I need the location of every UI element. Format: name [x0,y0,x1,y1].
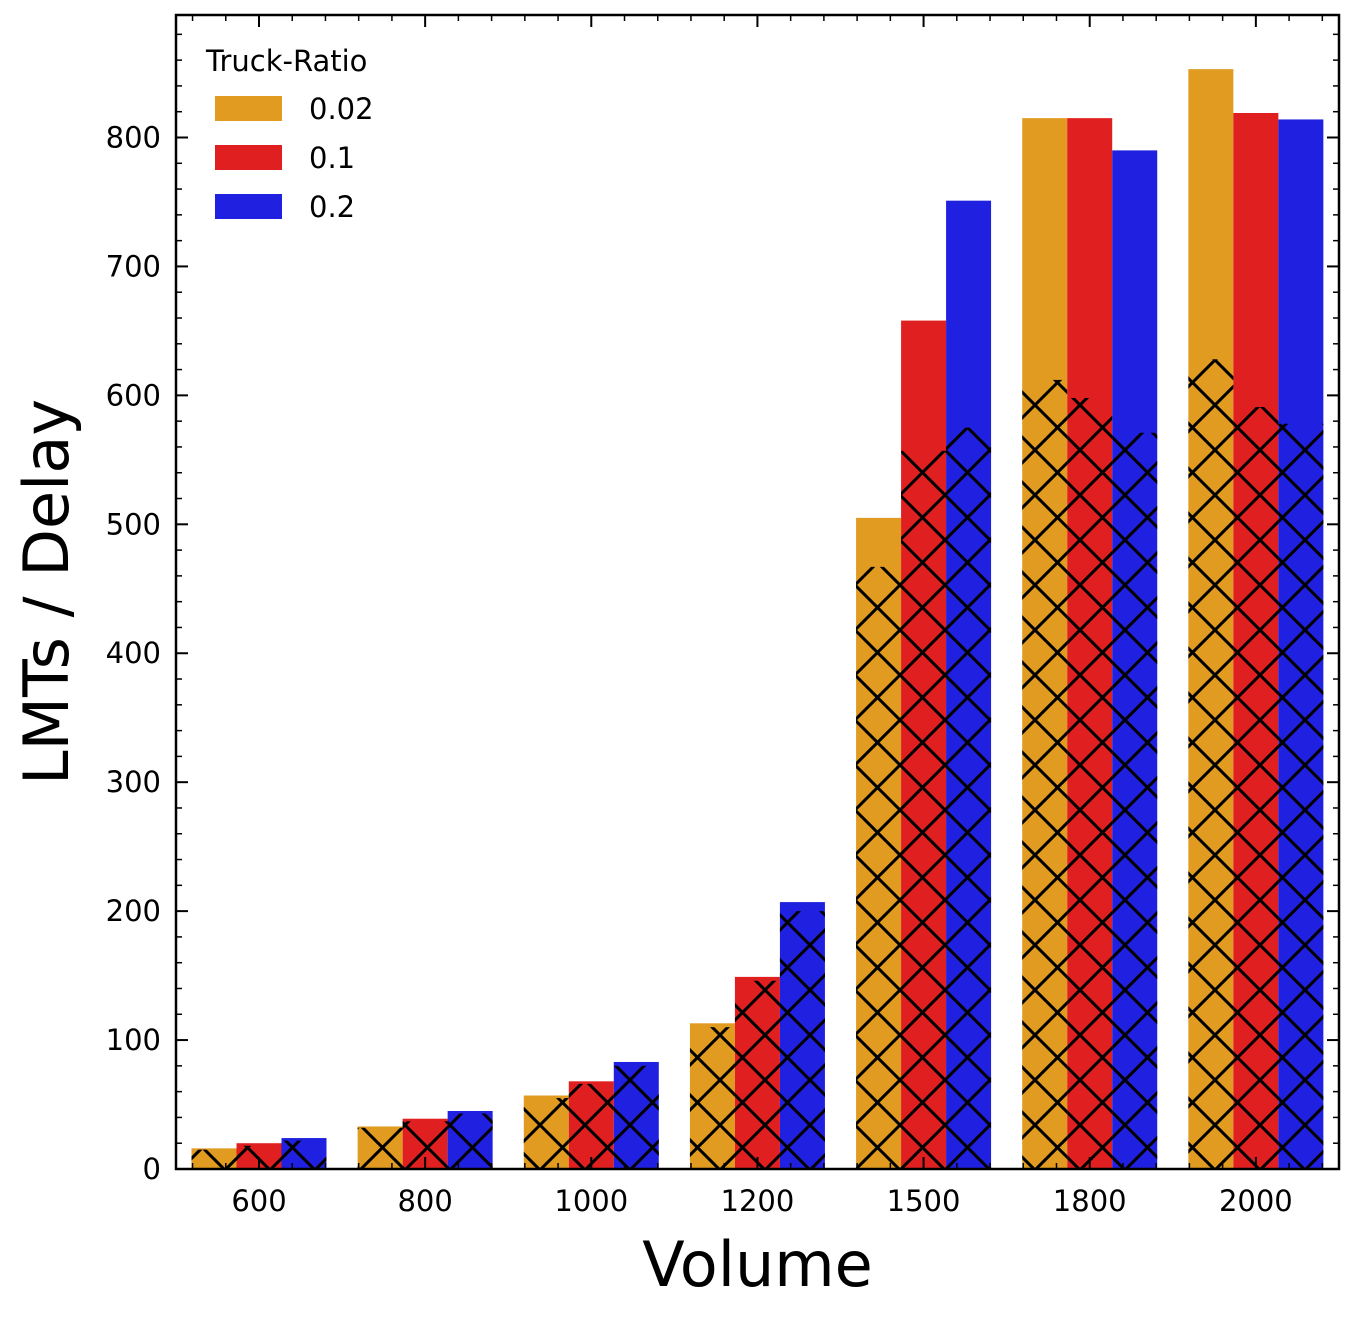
x-tick-label-1800: 1800 [1053,1184,1127,1218]
bar-hatch-0.2-1800 [1112,432,1158,1170]
bar-hatch-0.1-1200 [734,980,780,1169]
bar-hatch-0.02-2000 [1188,359,1234,1169]
y-tick-label-100: 100 [106,1023,161,1057]
bar-hatch-0.2-800 [447,1113,493,1169]
y-tick-label-700: 700 [106,249,161,283]
bar-hatch-0.2-1500 [946,427,992,1169]
bar-hatch-0.02-1200 [689,1027,735,1169]
x-tick-label-2000: 2000 [1219,1184,1293,1218]
bar-hatch-0.02-1800 [1022,379,1068,1169]
bar-hatch-0.2-2000 [1278,423,1324,1169]
y-tick-label-800: 800 [106,120,161,154]
y-tick-label-200: 200 [106,894,161,928]
legend-label-0.2: 0.2 [309,190,355,224]
y-tick-label-300: 300 [106,765,161,799]
bar-hatch-0.02-1000 [523,1098,569,1169]
legend-swatch-0.2 [215,194,282,219]
legend-title: Truck-Ratio [205,44,367,78]
bar-hatch-0.1-1000 [568,1083,614,1169]
bar-hatch-0.2-1000 [613,1065,659,1169]
y-tick-label-0: 0 [143,1152,161,1186]
y-axis-title: LMTs / Delay [10,399,83,785]
y-tick-label-400: 400 [106,636,161,670]
y-tick-label-600: 600 [106,378,161,412]
bar-hatch-0.2-600 [281,1140,327,1169]
legend-label-0.02: 0.02 [309,92,374,126]
legend-swatch-0.02 [215,96,282,121]
bar-hatch-0.02-800 [357,1127,403,1169]
bar-hatch-0.1-2000 [1233,406,1279,1170]
bar-hatch-0.1-1800 [1067,397,1113,1169]
bar-hatch-0.02-1500 [856,566,902,1169]
legend-label-0.1: 0.1 [309,141,355,175]
x-tick-label-1500: 1500 [887,1184,961,1218]
x-tick-label-600: 600 [231,1184,286,1218]
bar-hatch-0.2-1200 [779,911,825,1169]
y-tick-label-500: 500 [106,507,161,541]
bar-hatch-0.1-1500 [901,450,947,1170]
x-tick-label-1000: 1000 [554,1184,628,1218]
bar-hatch-0.02-600 [191,1149,237,1169]
x-tick-label-800: 800 [397,1184,452,1218]
x-axis-title: Volume [642,1228,873,1301]
x-tick-label-1200: 1200 [721,1184,795,1218]
legend: Truck-Ratio 0.02 0.1 0.2 [205,44,374,224]
legend-swatch-0.1 [215,145,282,170]
